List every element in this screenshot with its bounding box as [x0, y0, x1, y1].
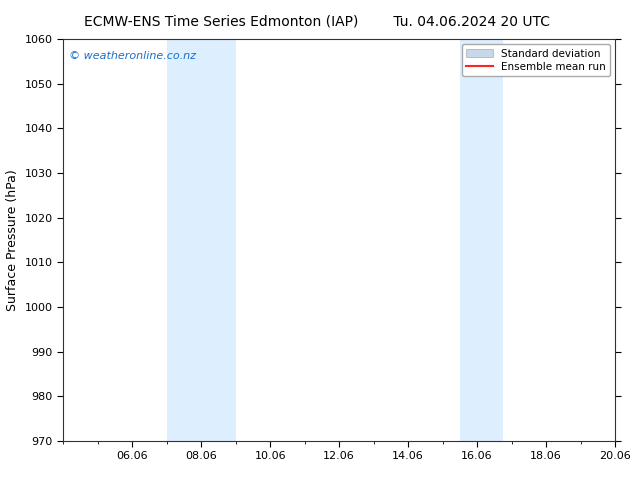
Text: ECMW-ENS Time Series Edmonton (IAP)        Tu. 04.06.2024 20 UTC: ECMW-ENS Time Series Edmonton (IAP) Tu. …: [84, 15, 550, 29]
Legend: Standard deviation, Ensemble mean run: Standard deviation, Ensemble mean run: [462, 45, 610, 76]
Bar: [460, 39, 503, 441]
Y-axis label: Surface Pressure (hPa): Surface Pressure (hPa): [6, 169, 19, 311]
Text: © weatheronline.co.nz: © weatheronline.co.nz: [69, 51, 196, 61]
Bar: [167, 39, 236, 441]
